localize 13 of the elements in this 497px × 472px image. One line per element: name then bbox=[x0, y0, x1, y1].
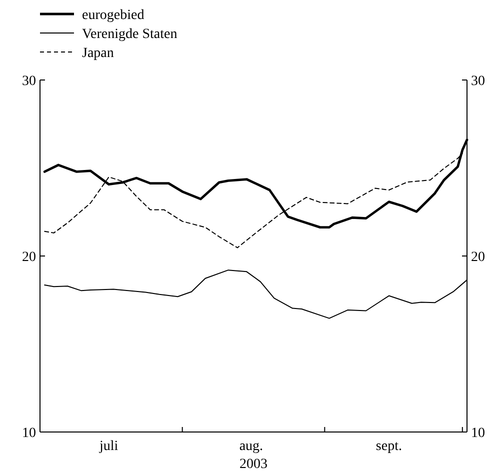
x-tick-label: sept. bbox=[376, 439, 402, 454]
legend-label: Japan bbox=[82, 46, 114, 61]
y-tick-label: 20 bbox=[22, 250, 36, 265]
y-tick-label: 30 bbox=[22, 74, 36, 89]
y2-tick-label: 10 bbox=[471, 426, 485, 441]
x-tick-label: aug. bbox=[239, 439, 264, 454]
x-axis-title: 2003 bbox=[240, 457, 268, 472]
y2-tick-label: 20 bbox=[471, 250, 485, 265]
x-tick-label: juli bbox=[98, 439, 118, 454]
legend-label: Verenigde Staten bbox=[82, 26, 178, 42]
y2-tick-label: 30 bbox=[471, 74, 485, 89]
legend-label: eurogebied bbox=[82, 8, 144, 23]
y-tick-label: 10 bbox=[22, 426, 36, 441]
